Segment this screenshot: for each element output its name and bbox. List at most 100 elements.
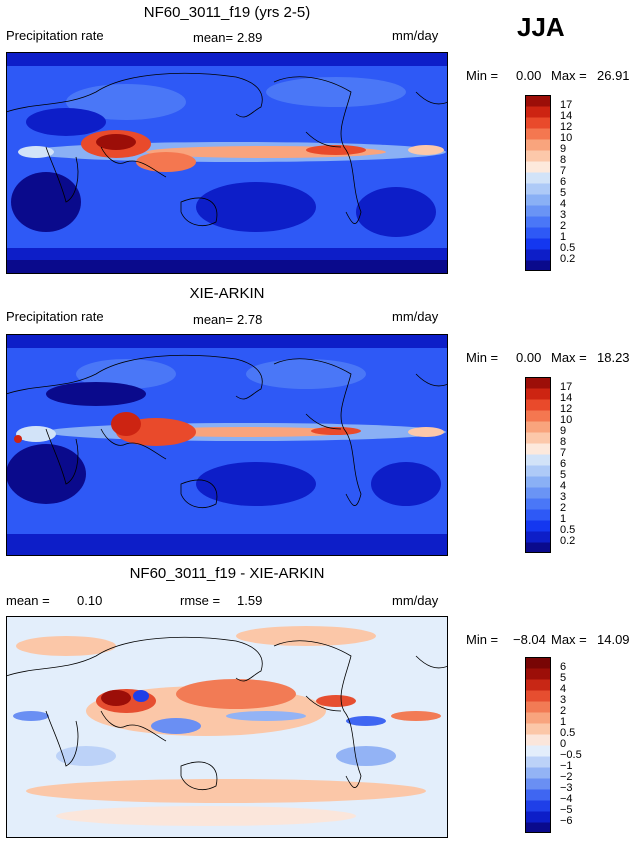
colorbar-tick-label: 12 — [560, 403, 573, 415]
colorbar-swatch — [525, 454, 551, 466]
colorbar-tick-label: −0.5 — [560, 749, 582, 761]
colorbar-swatch — [525, 421, 551, 433]
panel-3-units: mm/day — [392, 593, 439, 608]
panel-2-variable-label: Precipitation rate — [6, 309, 104, 324]
colorbar-tick-label: −4 — [560, 793, 573, 805]
colorbar-swatch — [525, 249, 551, 261]
colorbar-tick-label: 6 — [560, 458, 567, 470]
colorbar-swatch — [525, 443, 551, 455]
colorbar-swatch — [525, 531, 551, 543]
colorbar-swatch — [525, 712, 551, 724]
colorbar-swatch — [525, 811, 551, 823]
colorbar-border — [525, 377, 551, 553]
colorbar-tick-label: 9 — [560, 143, 567, 155]
colorbar-swatch — [525, 216, 551, 228]
colorbar-tick-label: 0.2 — [560, 253, 576, 265]
colorbar-swatch — [525, 106, 551, 118]
colorbar-tick-label: 8 — [560, 154, 567, 166]
colorbar-swatch — [525, 756, 551, 768]
colorbar-tick-label: −1 — [560, 760, 573, 772]
colorbar-tick-label: 0.5 — [560, 242, 576, 254]
map-background — [6, 334, 448, 556]
colorbar-swatch — [525, 800, 551, 812]
colorbar-swatch — [525, 161, 551, 173]
panel-2-colorbar — [525, 377, 551, 553]
colorbar-swatch — [525, 465, 551, 477]
coastlines — [6, 636, 448, 790]
colorbar-swatch — [525, 150, 551, 162]
panel-1-variable-label: Precipitation rate — [6, 28, 104, 43]
colorbar-swatch — [525, 377, 551, 389]
colorbar-swatch — [525, 238, 551, 250]
colorbar-swatch — [525, 227, 551, 239]
panel-3-min-label: Min = — [466, 632, 499, 647]
colorbar-tick-label: 5 — [560, 187, 567, 199]
colorbar-tick-label: 3 — [560, 491, 567, 503]
colorbar-tick-label: 17 — [560, 99, 573, 111]
panel-1-mean-value: 2.89 — [237, 30, 263, 45]
colorbar-tick-label: 2 — [560, 502, 567, 514]
colorbar-tick-label: 0.5 — [560, 727, 576, 739]
colorbar-swatch — [525, 767, 551, 779]
panel-3-map — [6, 616, 448, 838]
panel-3-colorbar — [525, 657, 551, 833]
colorbar-tick-label: 17 — [560, 381, 573, 393]
colorbar-swatch — [525, 789, 551, 801]
colorbar-swatch — [525, 194, 551, 206]
panel-3-mean-label: mean = — [6, 593, 50, 608]
panel-1-max-value: 26.91 — [597, 68, 630, 83]
colorbar-swatch — [525, 172, 551, 184]
colorbar-tick-label: 14 — [560, 110, 573, 122]
colorbar-tick-label: 0 — [560, 738, 567, 750]
colorbar-tick-label: 12 — [560, 121, 573, 133]
colorbar-swatch — [525, 399, 551, 411]
colorbar-tick-label: 8 — [560, 436, 567, 448]
colorbar-tick-label: 0.2 — [560, 535, 576, 547]
colorbar-tick-label: 6 — [560, 176, 567, 188]
panel-3-title: NF60_3011_f19 - XIE-ARKIN — [129, 565, 325, 582]
colorbar-swatch — [525, 734, 551, 746]
colorbar-swatch — [525, 432, 551, 444]
colorbar-swatch — [525, 388, 551, 400]
colorbar-tick-label: 0.5 — [560, 524, 576, 536]
panel-2-mean-value: 2.78 — [237, 312, 263, 327]
panel-2-max-label: Max = — [551, 350, 587, 365]
colorbar-tick-label: 5 — [560, 672, 567, 684]
panel-1-units: mm/day — [392, 28, 439, 43]
panel-2-min-label: Min = — [466, 350, 499, 365]
colorbar-swatch — [525, 205, 551, 217]
colorbar-swatch — [525, 657, 551, 669]
colorbar-swatch — [525, 476, 551, 488]
panel-2-max-value: 18.23 — [597, 350, 630, 365]
panel-1-map — [6, 52, 448, 274]
season-label: JJA — [517, 12, 565, 42]
panel-3-rmse-value: 1.59 — [237, 593, 263, 608]
colorbar-swatch — [525, 128, 551, 140]
colorbar-swatch — [525, 520, 551, 532]
panel-3-max-label: Max = — [551, 632, 587, 647]
colorbar-tick-label: 4 — [560, 480, 567, 492]
colorbar-tick-label: −3 — [560, 782, 573, 794]
colorbar-swatch — [525, 679, 551, 691]
panel-3-max-value: 14.09 — [597, 632, 630, 647]
colorbar-swatch — [525, 498, 551, 510]
colorbar-swatch — [525, 139, 551, 151]
colorbar-tick-label: 3 — [560, 694, 567, 706]
colorbar-tick-label: 2 — [560, 705, 567, 717]
panel-2-units: mm/day — [392, 309, 439, 324]
panel-1-min-value: 0.00 — [516, 68, 542, 83]
colorbar-tick-label: 6 — [560, 661, 567, 673]
colorbar-swatch — [525, 701, 551, 713]
panel-1-mean-label: mean= — [193, 30, 234, 45]
colorbar-border — [525, 95, 551, 271]
colorbar-swatch — [525, 410, 551, 422]
colorbar-tick-label: 10 — [560, 414, 573, 426]
colorbar-tick-label: −2 — [560, 771, 573, 783]
colorbar-swatch — [525, 509, 551, 521]
colorbar-tick-label: 7 — [560, 447, 567, 459]
colorbar-tick-label: 1 — [560, 513, 567, 525]
panel-2-min-value: 0.00 — [516, 350, 542, 365]
colorbar-tick-label: 1 — [560, 231, 567, 243]
colorbar-swatch — [525, 95, 551, 107]
colorbar-swatch — [525, 690, 551, 702]
